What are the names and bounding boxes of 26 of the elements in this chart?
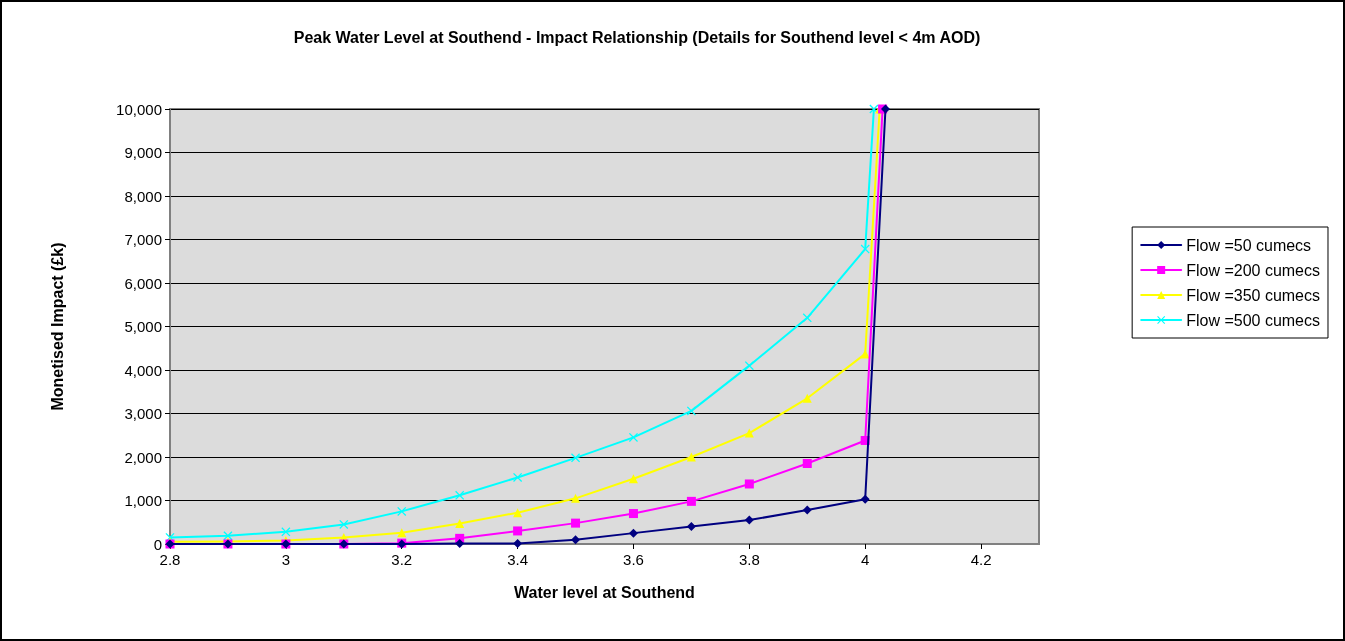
legend-label: Flow =500 cumecs (1186, 311, 1321, 329)
y-axis-title: Monetised Impact (£k) (48, 242, 66, 411)
x-tick-label: 3.8 (738, 551, 760, 568)
y-tick-label: 6,000 (124, 274, 162, 292)
x-tick-label: 3.6 (623, 551, 644, 568)
y-tick-label: 1,000 (124, 492, 162, 509)
y-tick-label: 3,000 (124, 405, 162, 422)
legend-label: Flow =200 cumecs (1186, 261, 1321, 279)
legend-label: Flow =350 cumecs (1186, 286, 1321, 304)
x-tick-label: 2.8 (159, 551, 181, 568)
x-tick-label: 4.2 (970, 551, 992, 568)
x-tick-label: 3.2 (391, 551, 413, 568)
y-tick-label: 0 (153, 535, 162, 553)
x-tick-label: 3.4 (507, 551, 529, 568)
y-tick-label: 2,000 (124, 448, 162, 466)
y-tick-label: 8,000 (124, 187, 162, 205)
legend-label: Flow =50 cumecs (1186, 236, 1312, 254)
y-tick-label: 5,000 (124, 318, 162, 335)
chart-title: Peak Water Level at Southend - Impact Relationship (Details for Southend level < 4m AOD) (293, 28, 981, 46)
y-tick-label: 7,000 (124, 231, 162, 248)
x-tick-label: 3 (281, 551, 291, 568)
y-tick-label: 9,000 (124, 144, 162, 161)
y-tick-label: 4,000 (124, 361, 162, 379)
x-tick-label: 4 (861, 551, 870, 568)
x-axis-title: Water level at Southend (514, 583, 695, 601)
y-tick-label: 10,000 (116, 100, 162, 118)
